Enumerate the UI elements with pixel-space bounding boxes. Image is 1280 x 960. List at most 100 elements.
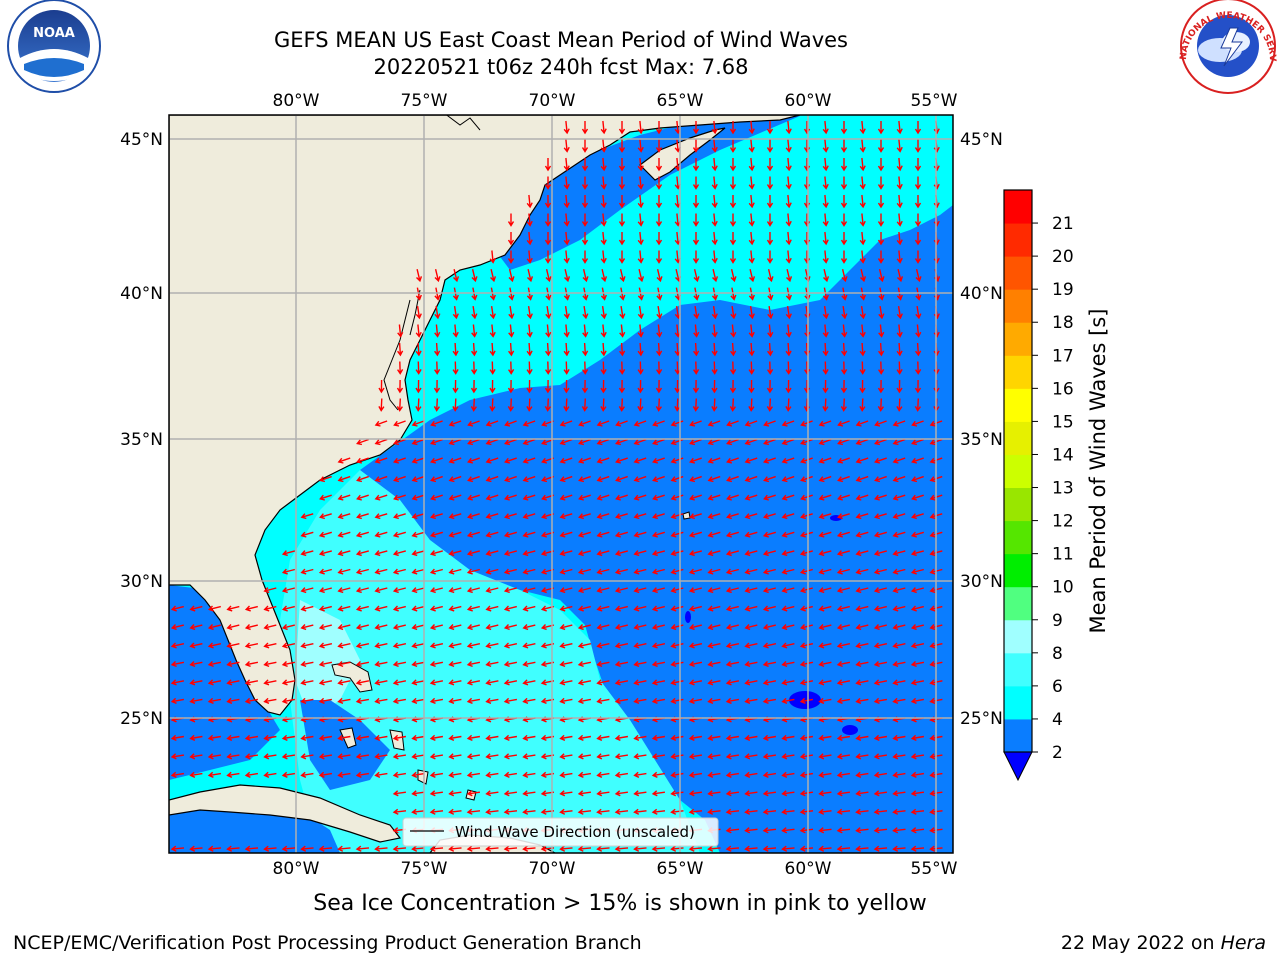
wind-arrow [504,438,517,446]
wind-arrow [207,660,222,668]
wind-arrow [633,438,647,446]
wind-arrow [878,342,885,357]
wind-arrow [651,808,666,815]
wind-arrow [877,232,885,246]
wind-arrow [355,568,369,575]
wind-arrow [170,697,185,704]
wind-arrow [781,605,795,612]
wind-arrow [818,660,832,668]
wind-arrow [448,808,462,815]
wind-arrow [692,213,700,227]
wind-arrow [785,361,792,375]
wind-arrow [892,771,906,778]
colorbar-cell [1004,454,1032,489]
wind-arrow [411,494,425,501]
wind-arrow [688,568,702,575]
wind-arrow [356,438,369,446]
wind-arrow [873,845,888,852]
wind-arrow [563,250,570,264]
wind-arrow [618,139,626,153]
wind-arrow [892,531,906,538]
wind-arrow [596,660,610,668]
colorbar-tick-label: 17 [1052,346,1074,366]
wind-arrow [392,660,407,668]
wind-arrow [892,568,906,575]
wind-arrow [467,420,480,427]
wind-arrow [618,232,626,246]
wind-arrow [800,438,813,446]
lat-tick-left: 25°N [120,709,163,729]
colorbar-tick-label: 2 [1052,743,1063,763]
wind-arrow [633,697,647,704]
wind-arrow [526,379,533,394]
wind-arrow [485,734,499,741]
wind-arrow [822,398,829,412]
colorbar-cell [1004,355,1032,389]
wind-arrow [281,605,295,612]
wind-arrow [578,513,591,520]
wind-arrow [707,550,721,557]
wind-arrow [840,176,848,190]
lon-tick-bottom: 60°W [785,859,832,879]
wind-arrow [522,605,536,612]
wind-arrow [207,845,222,852]
wind-arrow [614,587,628,594]
wind-arrow [448,550,462,557]
wind-arrow [485,605,499,612]
wind-arrow [693,324,700,338]
wind-arrow [503,550,517,557]
wind-arrow [466,605,480,612]
colorbar-cell [1004,487,1032,522]
wind-arrow [429,587,443,594]
wind-arrow [374,457,388,464]
wind-arrow [633,587,647,594]
wind-arrow [189,753,203,760]
wind-arrow [429,753,444,760]
wind-arrow [762,568,776,575]
wind-arrow [766,398,773,412]
wind-arrow [799,827,814,834]
wind-arrow [744,420,758,427]
wind-arrow [318,771,333,778]
wind-arrow [655,139,663,153]
wind-arrow [563,120,570,135]
wind-arrow [485,679,499,686]
wind-arrow [429,808,444,815]
wind-arrow [226,642,240,649]
wind-arrow [355,605,369,612]
wind-arrow [670,457,684,464]
wind-arrow [655,195,663,209]
wind-arrow [855,753,869,760]
wind-arrow [670,420,684,427]
wind-arrow [818,642,832,649]
wind-arrow [799,753,814,760]
wind-arrow [873,827,888,834]
wind-arrow [749,269,756,283]
wind-arrow [244,642,259,649]
wind-arrow [892,550,906,557]
wind-arrow [725,550,739,557]
wind-arrow [711,361,718,375]
wind-arrow [485,771,499,778]
wind-arrow [911,457,924,464]
wind-arrow [637,342,644,357]
wind-arrow [448,734,462,741]
wind-arrow [434,269,441,283]
wind-arrow [637,176,644,190]
wind-arrow [503,845,518,852]
wind-arrow [877,195,885,209]
wind-arrow [614,734,629,741]
wind-arrow [526,231,533,246]
wind-arrow [485,457,499,464]
wind-arrow [688,697,703,704]
wind-arrow [688,587,702,594]
wind-arrow [263,734,277,741]
wind-arrow [859,361,866,375]
colorbar: 2 4 6 8 9 10 11 12 13 14 15 16 17 18 19 20 21 Mean Perio… [1003,189,1110,782]
colorbar-cell [1004,685,1032,720]
wind-arrow [818,771,832,778]
wind-arrow [822,157,829,172]
wind-arrow [508,361,515,375]
wind-arrow [374,420,388,427]
wind-arrow [785,157,792,172]
